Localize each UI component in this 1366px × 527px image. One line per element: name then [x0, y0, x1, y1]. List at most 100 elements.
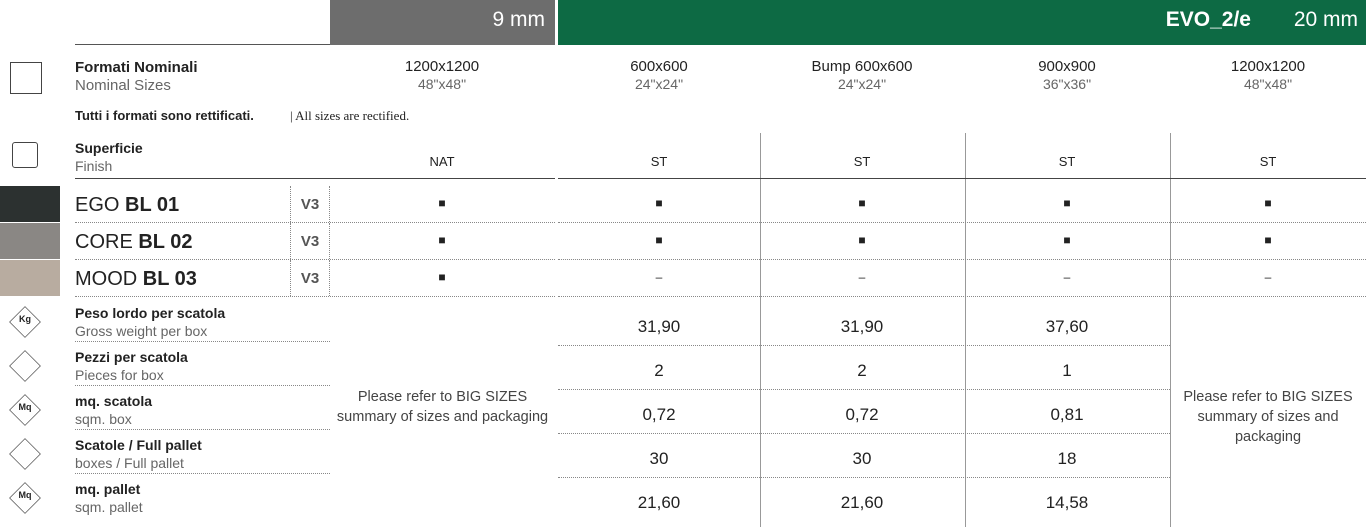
size: 1200x1200	[1168, 58, 1366, 75]
pack-value: 21,60	[762, 493, 962, 513]
pack-label-en: sqm. pallet	[75, 499, 143, 515]
size: 1200x1200	[342, 58, 542, 75]
pack-label-en: Gross weight per box	[75, 323, 207, 339]
pack-label-en: Pieces for box	[75, 367, 164, 383]
pack-label: mq. pallet	[75, 481, 140, 497]
note-en: | All sizes are rectified.	[290, 108, 409, 124]
header-thick: 20 mm	[1294, 8, 1358, 32]
finish: ST	[762, 154, 962, 169]
sizes-label-en: Nominal Sizes	[75, 77, 171, 94]
mark: ■	[342, 270, 542, 284]
pack-value: 21,60	[559, 493, 759, 513]
size-inches: 24"x24"	[559, 76, 759, 92]
pack-value: 1	[967, 361, 1167, 381]
pack-icon-label: Kg	[10, 314, 40, 324]
product-name: MOOD BL 03	[75, 268, 197, 291]
product-prefix: MOOD	[75, 268, 143, 290]
size: Bump 600x600	[762, 58, 962, 75]
grade-box	[290, 186, 330, 222]
finish-label-en: Finish	[75, 158, 112, 174]
grade-box	[290, 260, 330, 296]
note-it: Tutti i formati sono rettificati.	[75, 108, 254, 123]
pack-label: Scatole / Full pallet	[75, 437, 202, 453]
pack-value: 37,60	[967, 317, 1167, 337]
pack-rule	[558, 389, 1170, 390]
pack-icon	[9, 350, 41, 382]
size: 900x900	[967, 58, 1167, 75]
header-brand: EVO_2/e	[1166, 8, 1251, 32]
mark: ■	[559, 233, 759, 247]
swatch	[0, 260, 60, 296]
finish: ST	[1168, 154, 1366, 169]
grade-box	[290, 223, 330, 259]
finish-icon	[12, 142, 38, 168]
mark: ■	[1168, 233, 1366, 247]
size-inches: 48"x48"	[342, 76, 542, 92]
product-prefix: EGO	[75, 194, 125, 216]
size-inches: 36"x36"	[967, 76, 1167, 92]
row-rule	[558, 259, 1366, 260]
finish-label: Superficie	[75, 140, 143, 156]
refer-note: Please refer to BIG SIZES summary of siz…	[330, 387, 555, 427]
pack-value: 30	[559, 449, 759, 469]
divider	[760, 133, 761, 527]
finish: ST	[967, 154, 1167, 169]
pack-rule	[558, 433, 1170, 434]
row-rule	[75, 296, 555, 297]
swatch	[0, 223, 60, 259]
mark: ■	[342, 233, 542, 247]
finish-rule	[75, 178, 555, 179]
mark: ■	[762, 233, 962, 247]
mark: ■	[967, 196, 1167, 210]
finish: NAT	[342, 154, 542, 169]
pack-label-en: sqm. box	[75, 411, 132, 427]
pack-icon-label: Mq	[10, 490, 40, 500]
pack-value: 18	[967, 449, 1167, 469]
pack-rule	[75, 341, 330, 342]
pack-label: Pezzi per scatola	[75, 349, 188, 365]
header-thin: 9 mm	[493, 8, 546, 32]
page: 9 mmEVO_2/e20 mmFormati NominaliNominal …	[0, 0, 1366, 527]
refer-note: Please refer to BIG SIZES summary of siz…	[1170, 387, 1366, 447]
size-icon	[10, 62, 42, 94]
pack-label: Peso lordo per scatola	[75, 305, 225, 321]
pack-value: 0,81	[967, 405, 1167, 425]
divider	[965, 133, 966, 527]
mark: –	[762, 270, 962, 284]
row-rule	[558, 296, 1366, 297]
pack-value: 14,58	[967, 493, 1167, 513]
pack-rule	[75, 429, 330, 430]
finish-rule	[558, 178, 1366, 179]
row-rule	[558, 222, 1366, 223]
header-rule	[75, 44, 330, 45]
pack-rule	[558, 345, 1170, 346]
size-inches: 24"x24"	[762, 76, 962, 92]
finish: ST	[559, 154, 759, 169]
swatch	[0, 186, 60, 222]
product-name: EGO BL 01	[75, 194, 179, 217]
pack-value: 2	[762, 361, 962, 381]
pack-value: 31,90	[559, 317, 759, 337]
pack-icon	[9, 438, 41, 470]
mark: ■	[967, 233, 1167, 247]
pack-value: 30	[762, 449, 962, 469]
pack-label-en: boxes / Full pallet	[75, 455, 184, 471]
mark: ■	[1168, 196, 1366, 210]
product-code: BL 03	[143, 268, 197, 290]
mark: ■	[342, 196, 542, 210]
pack-value: 31,90	[762, 317, 962, 337]
pack-label: mq. scatola	[75, 393, 152, 409]
pack-value: 0,72	[559, 405, 759, 425]
pack-rule	[558, 477, 1170, 478]
mark: –	[1168, 270, 1366, 284]
mark: ■	[762, 196, 962, 210]
pack-rule	[75, 385, 330, 386]
pack-value: 2	[559, 361, 759, 381]
product-prefix: CORE	[75, 231, 138, 253]
size-inches: 48"x48"	[1168, 76, 1366, 92]
pack-icon-label: Mq	[10, 402, 40, 412]
product-name: CORE BL 02	[75, 231, 192, 254]
pack-rule	[75, 473, 330, 474]
product-code: BL 02	[138, 231, 192, 253]
product-code: BL 01	[125, 194, 179, 216]
